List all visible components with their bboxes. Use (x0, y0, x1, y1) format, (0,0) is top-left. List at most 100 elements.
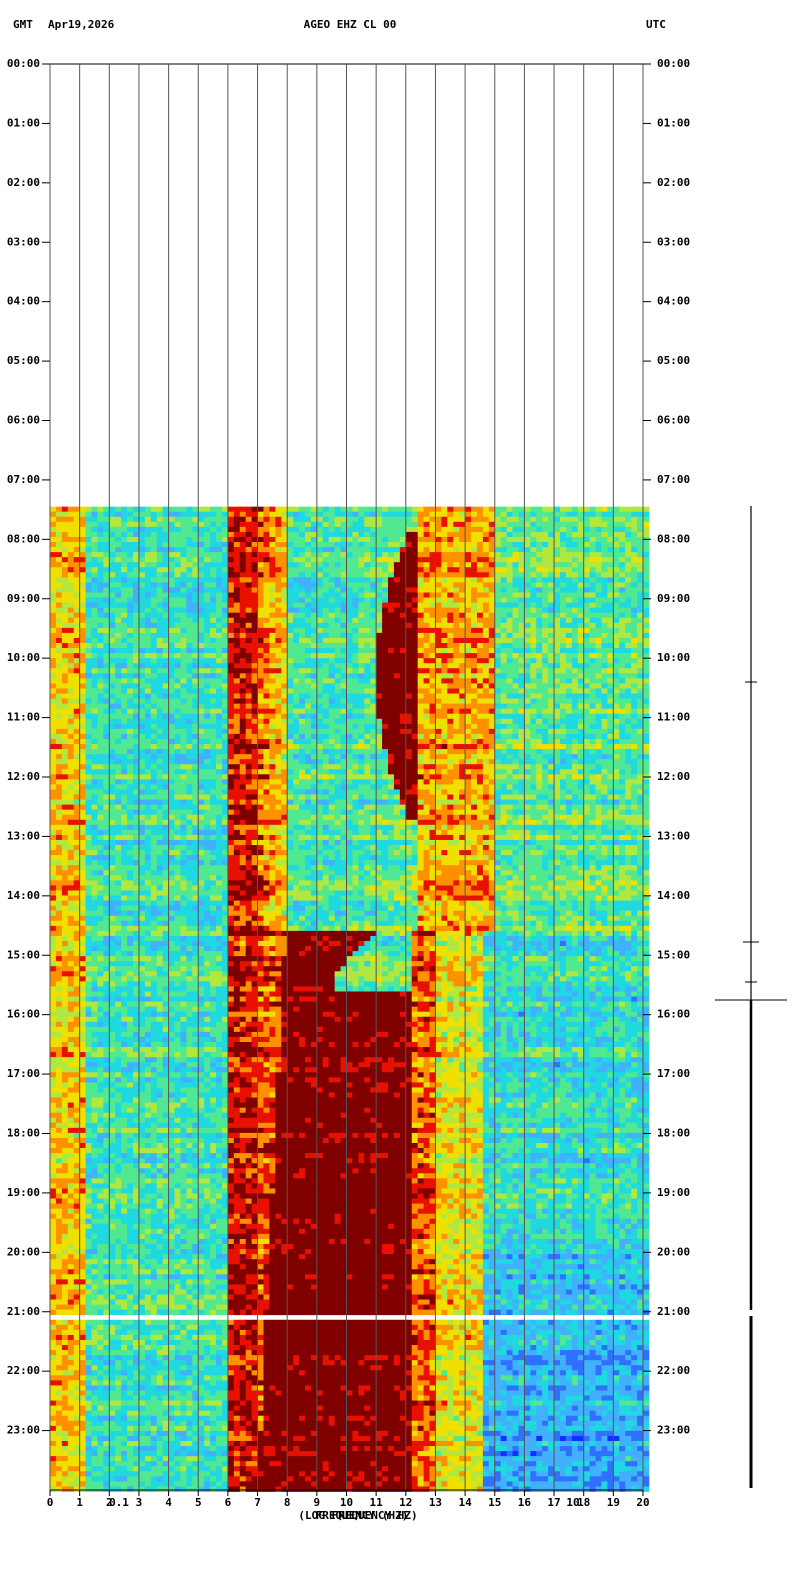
spectrogram-cell (453, 728, 460, 735)
spectrogram-cell (518, 607, 525, 614)
spectrogram-cell (494, 648, 502, 654)
spectrogram-cell (251, 668, 258, 674)
spectrogram-cell (364, 698, 371, 705)
spectrogram-cell (607, 612, 614, 619)
spectrogram-cell (85, 718, 92, 725)
spectrogram-cell (174, 597, 181, 604)
spectrogram-cell (447, 678, 454, 684)
spectrogram-cell (334, 597, 341, 604)
spectrogram-cell (577, 698, 585, 705)
spectrogram-cell (453, 688, 460, 694)
spectrogram-cell (482, 617, 490, 624)
spectrogram-cell (548, 557, 555, 563)
spectrogram-cell (471, 637, 478, 644)
spectrogram-cell (542, 713, 549, 720)
spectrogram-cell (589, 703, 596, 710)
spectrogram-cell (109, 607, 116, 614)
spectrogram-cell (601, 557, 608, 563)
spectrogram-cell (269, 733, 276, 740)
spectrogram-cell (506, 683, 513, 689)
spectrogram-cell (334, 602, 341, 609)
spectrogram-cell (103, 678, 110, 684)
spectrogram-cell (79, 572, 86, 578)
spectrogram-cell (637, 632, 644, 639)
spectrogram-cell (429, 643, 436, 649)
spectrogram-cell (233, 678, 241, 684)
spectrogram-cell (138, 592, 146, 598)
spectrogram-cell (55, 627, 63, 634)
spectrogram-cell (471, 698, 478, 705)
spectrogram-cell (328, 744, 336, 750)
spectrogram-cell (156, 754, 164, 760)
spectrogram-cell (334, 723, 341, 730)
spectrogram-cell (518, 733, 525, 740)
spectrogram-cell (536, 678, 543, 684)
spectrogram-cell (512, 557, 519, 563)
spectrogram-cell (643, 506, 650, 513)
spectrogram-cell (643, 521, 650, 528)
spectrogram-cell (55, 658, 63, 664)
spectrogram-cell (50, 693, 57, 699)
spectrogram-cell (382, 542, 389, 548)
spectrogram-cell (275, 592, 282, 598)
spectrogram-cell (399, 668, 407, 674)
spectrogram-cell (275, 693, 282, 699)
spectrogram-cell (447, 547, 454, 553)
spectrogram-cell (204, 511, 211, 518)
spectrogram-cell (281, 602, 288, 609)
spectrogram-cell (263, 516, 270, 523)
spectrogram-cell (340, 587, 347, 593)
spectrogram-cell (115, 693, 122, 699)
spectrogram-cell (476, 526, 484, 533)
spectrogram-cell (180, 723, 187, 730)
spectrogram-cell (328, 597, 336, 604)
spectrogram-cell (488, 637, 496, 644)
spectrogram-cell (358, 506, 365, 513)
spectrogram-cell (571, 602, 579, 609)
spectrogram-cell (275, 557, 282, 563)
spectrogram-cell (85, 754, 92, 760)
spectrogram-cell (565, 678, 573, 684)
spectrogram-cell (435, 592, 442, 598)
spectrogram-cell (168, 693, 175, 699)
spectrogram-cell (257, 718, 264, 725)
spectrogram-cell (429, 708, 436, 715)
spectrogram-cell (506, 562, 513, 568)
spectrogram-cell (494, 723, 502, 730)
spectrogram-cell (548, 627, 555, 634)
spectrogram-cell (257, 572, 264, 578)
spectrogram-cell (144, 643, 152, 649)
spectrogram-cell (263, 749, 270, 755)
spectrogram-cell (55, 597, 63, 604)
spectrogram-cell (221, 637, 229, 644)
spectrogram-cell (192, 738, 199, 745)
spectrogram-cell (536, 511, 543, 518)
spectrogram-cell (631, 526, 638, 533)
spectrogram-cell (352, 597, 359, 604)
spectrogram-cell (382, 708, 389, 715)
spectrogram-cell (133, 693, 140, 699)
spectrogram-cell (500, 572, 508, 578)
spectrogram-cell (109, 516, 116, 523)
spectrogram-cell (631, 572, 638, 578)
spectrogram-cell (251, 728, 258, 735)
spectrogram-cell (334, 612, 341, 619)
spectrogram-cell (239, 643, 247, 649)
spectrogram-cell (554, 698, 561, 705)
spectrogram-cell (287, 723, 294, 730)
spectrogram-cell (405, 567, 413, 573)
spectrogram-cell (548, 643, 555, 649)
spectrogram-cell (103, 749, 110, 755)
spectrogram-cell (607, 577, 614, 583)
spectrogram-cell (210, 627, 217, 634)
spectrogram-cell (500, 582, 508, 588)
spectrogram-cell (156, 597, 164, 604)
spectrogram-cell (257, 637, 264, 644)
spectrogram-cell (85, 562, 92, 568)
spectrogram-cell (210, 744, 217, 750)
spectrogram-cell (399, 653, 407, 659)
spectrogram-cell (607, 698, 614, 705)
spectrogram-cell (393, 733, 401, 740)
spectrogram-cell (583, 572, 591, 578)
spectrogram-cell (643, 612, 650, 619)
